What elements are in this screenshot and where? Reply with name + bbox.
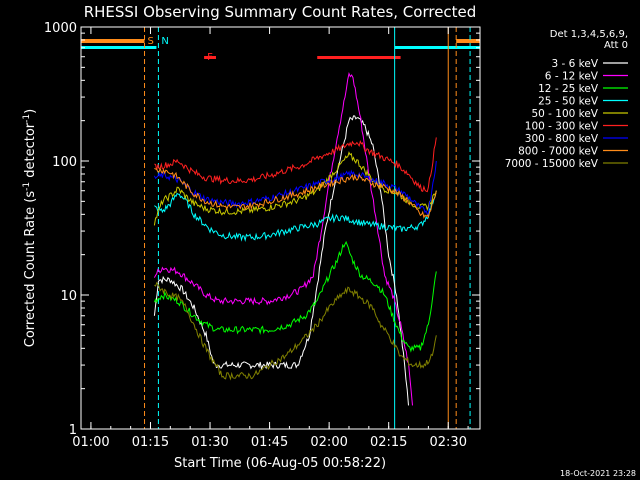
- marker-lines: [144, 27, 471, 429]
- plot-frame: [80, 26, 481, 430]
- x-axis-ticks: 01:00 01:15 01:30 01:45 02:00 02:15 02:30: [72, 27, 469, 450]
- legend-label-4: 50 - 100 keV: [531, 108, 598, 120]
- night-bar-0: [81, 46, 157, 49]
- y-label-mid: detector: [23, 122, 38, 182]
- flag-labels: S N F: [148, 36, 214, 63]
- y-tick-label-1: 10: [60, 289, 77, 304]
- series-line-2: [153, 240, 437, 353]
- legend-header-0: Det 1,3,4,5,6,9,: [550, 29, 628, 40]
- y-label-end: ): [23, 109, 38, 114]
- series-lines: [153, 71, 437, 406]
- flare-bar-1: [317, 56, 401, 59]
- series-line-8: [154, 281, 437, 381]
- x-tick-label-5: 02:15: [370, 435, 407, 450]
- legend-label-6: 300 - 800 keV: [525, 133, 599, 145]
- series-line-5: [154, 137, 437, 193]
- y-axis-label: Corrected Count Rate (s-1 detector-1): [22, 109, 38, 347]
- legend-label-2: 12 - 25 keV: [538, 83, 599, 95]
- night-bar-1: [394, 46, 480, 49]
- y-label-main: Corrected Count Rate (s: [23, 191, 38, 348]
- y-tick-label-3: 1000: [44, 21, 77, 36]
- series-line-7: [154, 167, 437, 219]
- y-tick-label-2: 100: [52, 155, 77, 170]
- y-axis-ticks: 1 10 100 1000: [44, 21, 480, 438]
- legend-label-8: 7000 - 15000 keV: [505, 158, 599, 170]
- flag-label-0: S: [148, 36, 154, 47]
- status-bars: [81, 39, 480, 59]
- flag-label-2: F: [207, 52, 213, 63]
- y-tick-label-0: 1: [69, 423, 77, 438]
- series-line-3: [154, 190, 437, 243]
- x-tick-label-1: 01:15: [132, 435, 169, 450]
- x-tick-label-4: 02:00: [310, 435, 347, 450]
- legend-header-1: Att 0: [604, 40, 628, 51]
- legend-label-7: 800 - 7000 keV: [518, 146, 599, 158]
- x-tick-label-3: 01:45: [251, 435, 288, 450]
- flare-bar-0: [204, 56, 216, 59]
- flag-label-1: N: [161, 36, 168, 47]
- series-line-0: [153, 115, 409, 406]
- y-label-sup1: -1: [22, 182, 32, 191]
- chart-title: RHESSI Observing Summary Count Rates, Co…: [84, 3, 477, 21]
- series-line-1: [153, 71, 413, 406]
- legend-label-5: 100 - 300 keV: [525, 121, 599, 133]
- x-tick-label-2: 01:30: [191, 435, 228, 450]
- x-axis-label: Start Time (06-Aug-05 00:58:22): [174, 456, 386, 471]
- legend-label-1: 6 - 12 keV: [545, 71, 599, 83]
- saa-bar-1: [456, 39, 480, 43]
- legend-label-3: 25 - 50 keV: [538, 96, 599, 108]
- saa-bar-0: [81, 39, 145, 43]
- legend-label-0: 3 - 6 keV: [551, 58, 598, 70]
- x-tick-label-0: 01:00: [72, 435, 109, 450]
- y-label-sup2: -1: [22, 114, 32, 123]
- x-tick-label-6: 02:30: [430, 435, 467, 450]
- footer-date: 18-Oct-2021 23:28: [560, 469, 636, 478]
